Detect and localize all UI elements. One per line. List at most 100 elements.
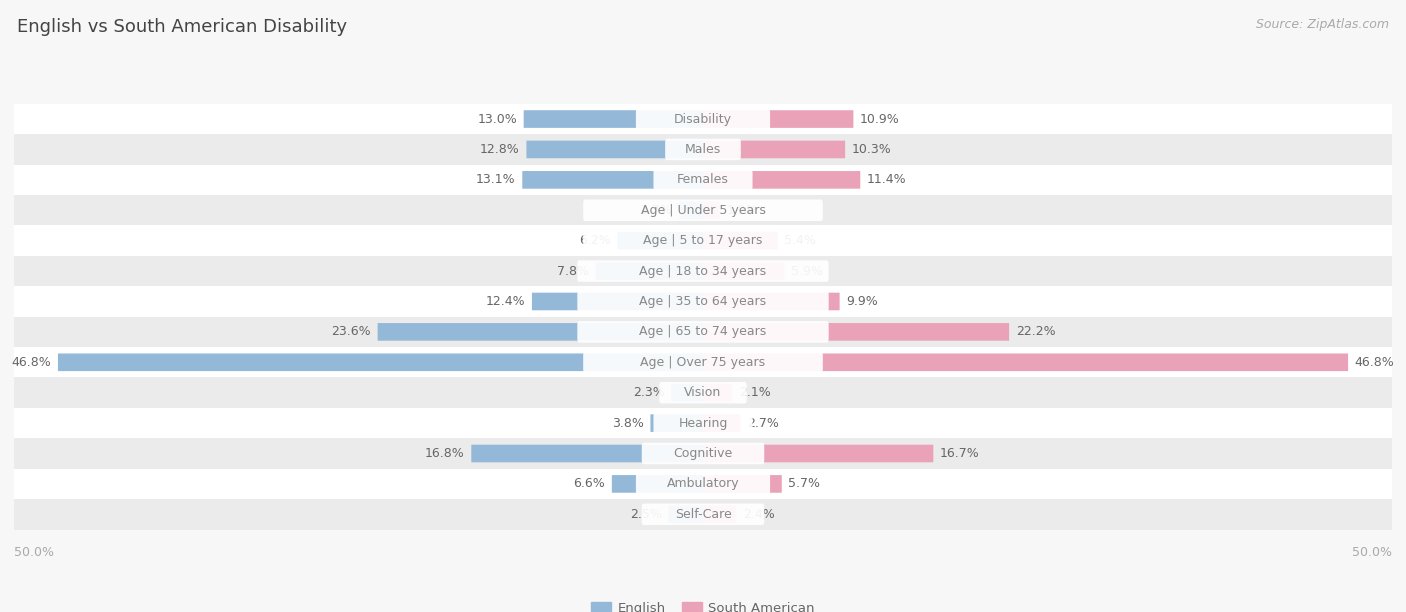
FancyBboxPatch shape	[703, 475, 782, 493]
Text: Age | 65 to 74 years: Age | 65 to 74 years	[640, 326, 766, 338]
FancyBboxPatch shape	[636, 108, 770, 130]
FancyBboxPatch shape	[654, 412, 752, 434]
Text: 1.7%: 1.7%	[641, 204, 672, 217]
Text: 2.4%: 2.4%	[742, 508, 775, 521]
Bar	[14, 134, 1392, 165]
Text: 46.8%: 46.8%	[1355, 356, 1395, 369]
Text: 46.8%: 46.8%	[11, 356, 51, 369]
FancyBboxPatch shape	[583, 200, 823, 221]
Text: 3.8%: 3.8%	[612, 417, 644, 430]
Text: Males: Males	[685, 143, 721, 156]
Bar	[14, 225, 1392, 256]
FancyBboxPatch shape	[578, 260, 828, 282]
FancyBboxPatch shape	[703, 414, 741, 432]
Text: Hearing: Hearing	[678, 417, 728, 430]
Text: 2.7%: 2.7%	[747, 417, 779, 430]
Bar	[14, 499, 1392, 529]
FancyBboxPatch shape	[665, 139, 741, 160]
FancyBboxPatch shape	[612, 475, 703, 493]
Text: 12.8%: 12.8%	[479, 143, 520, 156]
Text: Age | Over 75 years: Age | Over 75 years	[641, 356, 765, 369]
Text: 5.7%: 5.7%	[789, 477, 821, 490]
Text: Age | 18 to 34 years: Age | 18 to 34 years	[640, 264, 766, 278]
FancyBboxPatch shape	[679, 201, 703, 219]
Text: Vision: Vision	[685, 386, 721, 399]
Text: 13.0%: 13.0%	[477, 113, 517, 125]
FancyBboxPatch shape	[654, 169, 752, 190]
Text: Source: ZipAtlas.com: Source: ZipAtlas.com	[1256, 18, 1389, 31]
FancyBboxPatch shape	[703, 141, 845, 159]
FancyBboxPatch shape	[703, 263, 785, 280]
Text: 22.2%: 22.2%	[1015, 326, 1056, 338]
Legend: English, South American: English, South American	[586, 597, 820, 612]
Text: 7.8%: 7.8%	[557, 264, 589, 278]
Bar	[14, 104, 1392, 134]
FancyBboxPatch shape	[583, 230, 823, 252]
FancyBboxPatch shape	[703, 110, 853, 128]
FancyBboxPatch shape	[671, 384, 703, 401]
FancyBboxPatch shape	[641, 442, 765, 465]
FancyBboxPatch shape	[58, 354, 703, 371]
FancyBboxPatch shape	[636, 473, 770, 494]
FancyBboxPatch shape	[583, 351, 823, 373]
Text: Age | 5 to 17 years: Age | 5 to 17 years	[644, 234, 762, 247]
Text: Ambulatory: Ambulatory	[666, 477, 740, 490]
Text: 6.2%: 6.2%	[579, 234, 610, 247]
Text: Self-Care: Self-Care	[675, 508, 731, 521]
Text: 50.0%: 50.0%	[14, 547, 53, 559]
FancyBboxPatch shape	[703, 201, 720, 219]
Text: 11.4%: 11.4%	[868, 173, 907, 187]
Text: 2.3%: 2.3%	[633, 386, 665, 399]
Bar	[14, 378, 1392, 408]
Bar	[14, 286, 1392, 316]
FancyBboxPatch shape	[659, 382, 747, 403]
Bar	[14, 316, 1392, 347]
FancyBboxPatch shape	[522, 171, 703, 188]
Bar	[14, 438, 1392, 469]
FancyBboxPatch shape	[378, 323, 703, 341]
Text: 5.9%: 5.9%	[792, 264, 823, 278]
Text: 12.4%: 12.4%	[485, 295, 526, 308]
Text: 16.7%: 16.7%	[941, 447, 980, 460]
FancyBboxPatch shape	[668, 506, 703, 523]
Text: 10.3%: 10.3%	[852, 143, 891, 156]
FancyBboxPatch shape	[523, 110, 703, 128]
Text: 13.1%: 13.1%	[477, 173, 516, 187]
FancyBboxPatch shape	[703, 232, 778, 250]
Text: 23.6%: 23.6%	[332, 326, 371, 338]
FancyBboxPatch shape	[578, 321, 828, 343]
FancyBboxPatch shape	[703, 354, 1348, 371]
FancyBboxPatch shape	[651, 414, 703, 432]
FancyBboxPatch shape	[531, 293, 703, 310]
Text: 2.1%: 2.1%	[738, 386, 770, 399]
Text: 1.2%: 1.2%	[727, 204, 758, 217]
Text: Age | 35 to 64 years: Age | 35 to 64 years	[640, 295, 766, 308]
Bar	[14, 347, 1392, 378]
Text: 50.0%: 50.0%	[1353, 547, 1392, 559]
Bar	[14, 469, 1392, 499]
FancyBboxPatch shape	[703, 293, 839, 310]
FancyBboxPatch shape	[641, 504, 765, 525]
Bar	[14, 195, 1392, 225]
Text: Females: Females	[678, 173, 728, 187]
FancyBboxPatch shape	[595, 263, 703, 280]
FancyBboxPatch shape	[617, 232, 703, 250]
Bar	[14, 408, 1392, 438]
FancyBboxPatch shape	[703, 445, 934, 462]
FancyBboxPatch shape	[471, 445, 703, 462]
Text: Cognitive: Cognitive	[673, 447, 733, 460]
Text: Age | Under 5 years: Age | Under 5 years	[641, 204, 765, 217]
Bar	[14, 165, 1392, 195]
Text: 2.5%: 2.5%	[630, 508, 662, 521]
Text: 10.9%: 10.9%	[860, 113, 900, 125]
Text: Disability: Disability	[673, 113, 733, 125]
FancyBboxPatch shape	[703, 506, 737, 523]
Bar	[14, 256, 1392, 286]
FancyBboxPatch shape	[703, 384, 733, 401]
Text: 16.8%: 16.8%	[425, 447, 464, 460]
Text: 6.6%: 6.6%	[574, 477, 605, 490]
Text: 5.4%: 5.4%	[785, 234, 815, 247]
FancyBboxPatch shape	[703, 323, 1010, 341]
Text: 9.9%: 9.9%	[846, 295, 879, 308]
FancyBboxPatch shape	[703, 171, 860, 188]
